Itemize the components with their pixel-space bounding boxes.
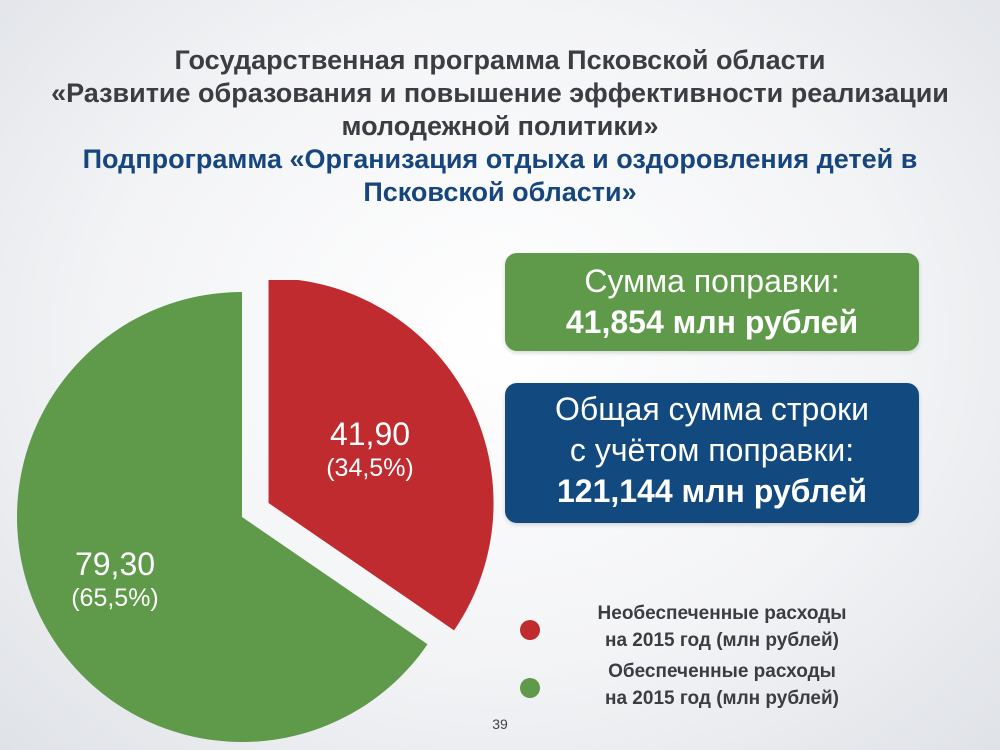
pie-slice-2-percent-label: (65,5%) bbox=[71, 584, 159, 612]
legend-funded-line-2: на 2015 год (млн рублей) bbox=[604, 688, 839, 709]
title-line-3: молодежной политики» bbox=[341, 111, 659, 141]
amendment-sum-label: Сумма поправки: bbox=[584, 263, 840, 299]
legend-funded-line-1: Обеспеченные расходы bbox=[608, 661, 836, 682]
legend-swatch-green bbox=[520, 678, 540, 698]
pie-slice-2 bbox=[17, 292, 428, 742]
slide-header: Государственная программа Псковской обла… bbox=[0, 44, 1000, 209]
chart-legend: Необеспеченные расходы на 2015 год (млн … bbox=[520, 600, 980, 716]
legend-unfunded-line-1: Необеспеченные расходы bbox=[597, 603, 847, 624]
page-number: 39 bbox=[492, 716, 508, 732]
amendment-sum-value: 41,854 млн рублей bbox=[565, 304, 859, 340]
pie-slice-2-value-label: 79,30 bbox=[75, 546, 155, 582]
total-sum-value: 121,144 млн рублей bbox=[556, 473, 868, 509]
total-sum-label-2: с учётом поправки: bbox=[569, 432, 855, 468]
subtitle-line-2: Псковской области» bbox=[363, 177, 637, 207]
legend-item-funded: Обеспеченные расходы на 2015 год (млн ру… bbox=[520, 658, 980, 716]
pie-slice-1-percent-label: (34,5%) bbox=[326, 454, 414, 482]
subtitle-line-1: Подпрограмма «Организация отдыха и оздор… bbox=[82, 144, 918, 174]
legend-item-unfunded: Необеспеченные расходы на 2015 год (млн … bbox=[520, 600, 980, 658]
legend-unfunded-line-2: на 2015 год (млн рублей) bbox=[604, 630, 839, 651]
total-sum-box: Общая сумма строки с учётом поправки: 12… bbox=[505, 383, 919, 523]
total-sum-label-1: Общая сумма строки bbox=[554, 391, 869, 427]
pie-slice-1 bbox=[268, 280, 494, 631]
amendment-sum-box: Сумма поправки: 41,854 млн рублей bbox=[505, 253, 919, 351]
legend-swatch-red bbox=[520, 620, 540, 640]
title-line-1: Государственная программа Псковской обла… bbox=[174, 45, 826, 75]
pie-slice-1-value-label: 41,90 bbox=[330, 416, 410, 452]
title-line-2: «Развитие образования и повышение эффект… bbox=[51, 78, 949, 108]
pie-chart: 41,90(34,5%) 79,30(65,5%) bbox=[17, 280, 494, 742]
